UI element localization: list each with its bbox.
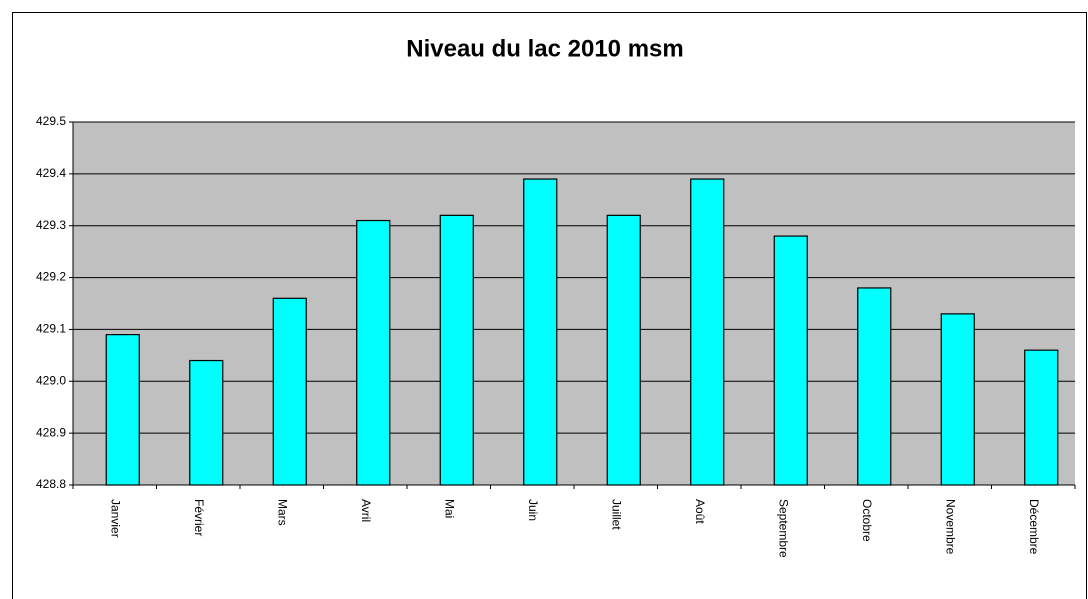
- x-tick-label: Mai: [443, 499, 457, 518]
- x-tick-label: Mars: [276, 499, 290, 526]
- x-tick-label: Novembre: [944, 499, 958, 555]
- x-tick-label: Octobre: [860, 499, 874, 542]
- bar: [857, 287, 892, 486]
- bar: [105, 334, 140, 486]
- y-tick-label: 428.8: [36, 477, 66, 491]
- bar: [606, 214, 641, 486]
- y-tick-label: 429.0: [36, 373, 66, 387]
- y-tick-label: 429.2: [36, 270, 66, 284]
- bar: [272, 297, 307, 486]
- y-tick-label: 429.1: [36, 322, 66, 336]
- x-tick-label: Août: [693, 499, 707, 524]
- y-tick-label: 429.4: [36, 166, 66, 180]
- plot-area: [73, 122, 1075, 485]
- x-tick-label: Décembre: [1027, 499, 1041, 555]
- bar: [439, 214, 474, 486]
- y-tick-label: 429.5: [36, 114, 66, 128]
- x-tick-label: Juillet: [610, 499, 624, 530]
- x-tick-label: Avril: [359, 499, 373, 522]
- chart-title: Niveau du lac 2010 msm: [406, 35, 683, 62]
- bar: [690, 178, 725, 486]
- bar: [940, 313, 975, 486]
- x-tick-label: Février: [192, 499, 206, 536]
- x-tick-label: Juin: [526, 499, 540, 521]
- bar: [773, 235, 808, 486]
- bar: [356, 219, 391, 486]
- bar: [523, 178, 558, 486]
- y-tick-label: 429.3: [36, 218, 66, 232]
- x-tick-label: Septembre: [777, 499, 791, 558]
- y-tick-label: 428.9: [36, 425, 66, 439]
- x-tick-label: Janvier: [109, 499, 123, 538]
- bar: [189, 359, 224, 486]
- bar: [1024, 349, 1059, 486]
